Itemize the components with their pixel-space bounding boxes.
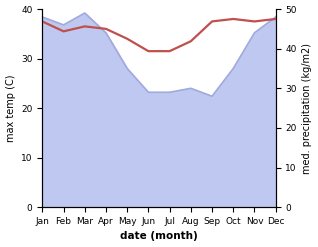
X-axis label: date (month): date (month) [120,231,198,242]
Y-axis label: max temp (C): max temp (C) [5,74,16,142]
Y-axis label: med. precipitation (kg/m2): med. precipitation (kg/m2) [302,43,313,174]
